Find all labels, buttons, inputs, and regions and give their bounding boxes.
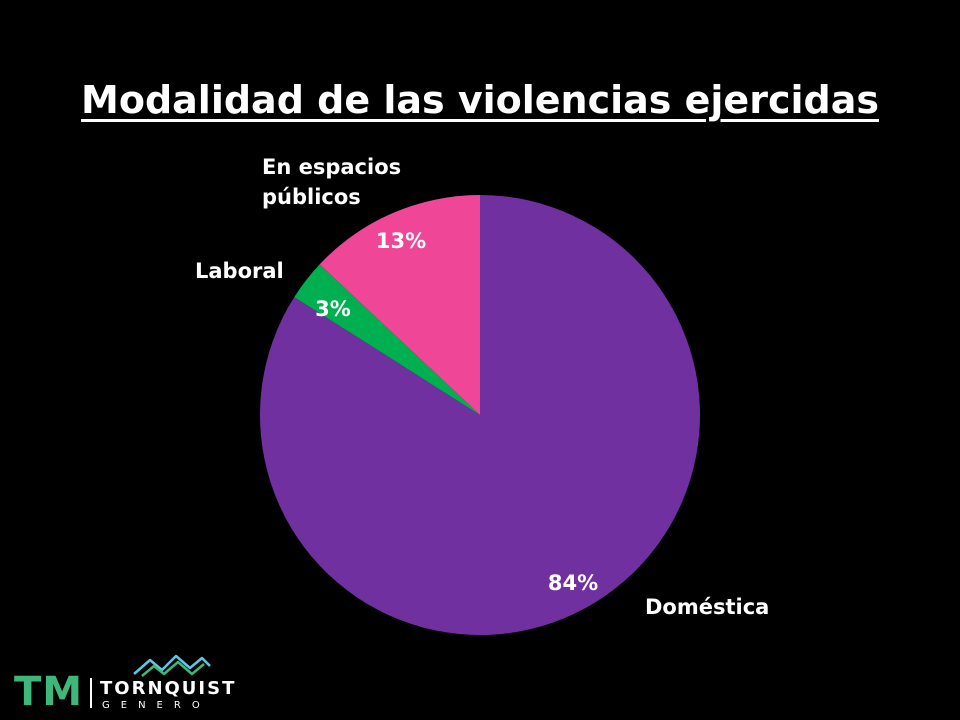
pie-value-label: 84%: [548, 571, 598, 595]
chart-title: Modalidad de las violencias ejercidas: [81, 78, 879, 122]
logo-divider: [90, 678, 92, 708]
pie-slice-3: [319, 195, 480, 415]
pie-slice-1: [259, 195, 700, 635]
logo-subtitle: GENERO: [102, 700, 211, 711]
pie-labels: 84% Doméstica 3% Laboral 13% En espacios públi…: [195, 155, 769, 619]
mountains-icon: [133, 654, 211, 677]
pie-value-label: 13%: [376, 229, 426, 253]
pie-slices: [259, 195, 700, 635]
logo-name: TORNQUIST: [100, 678, 237, 699]
pie-category-label: En espacios públicos: [262, 155, 401, 209]
brand-logo: TM TORNQUIST GENERO: [14, 652, 244, 716]
pie-category-label: Doméstica: [645, 595, 769, 619]
logo-mark: TM: [14, 669, 84, 715]
pie-slice-2: [294, 264, 480, 415]
pie-value-label: 3%: [315, 297, 351, 321]
pie-category-label: Laboral: [195, 259, 284, 283]
